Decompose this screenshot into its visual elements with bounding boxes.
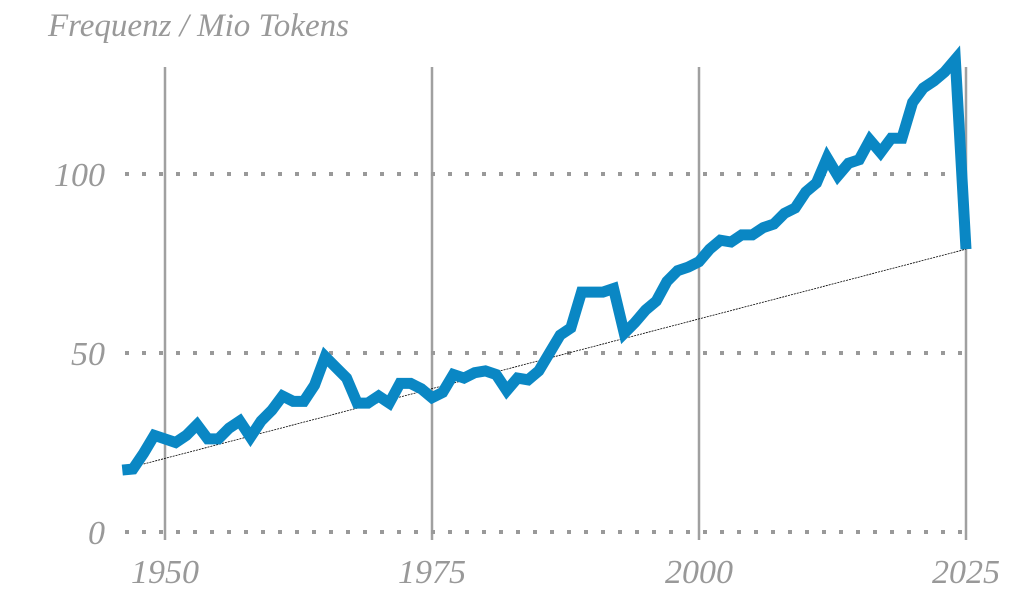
x-tick-label: 2000 [665,554,733,591]
y-tick-label: 50 [71,336,105,373]
x-tick-label: 1975 [398,554,466,591]
chart-title: Frequenz / Mio Tokens [48,8,349,44]
frequency-line [121,45,972,476]
y-tick-label: 100 [54,157,105,194]
trend-line [143,248,967,465]
x-tick-label: 2025 [932,554,1000,591]
x-tick-label: 1950 [131,554,199,591]
y-tick-label: 0 [88,515,105,552]
